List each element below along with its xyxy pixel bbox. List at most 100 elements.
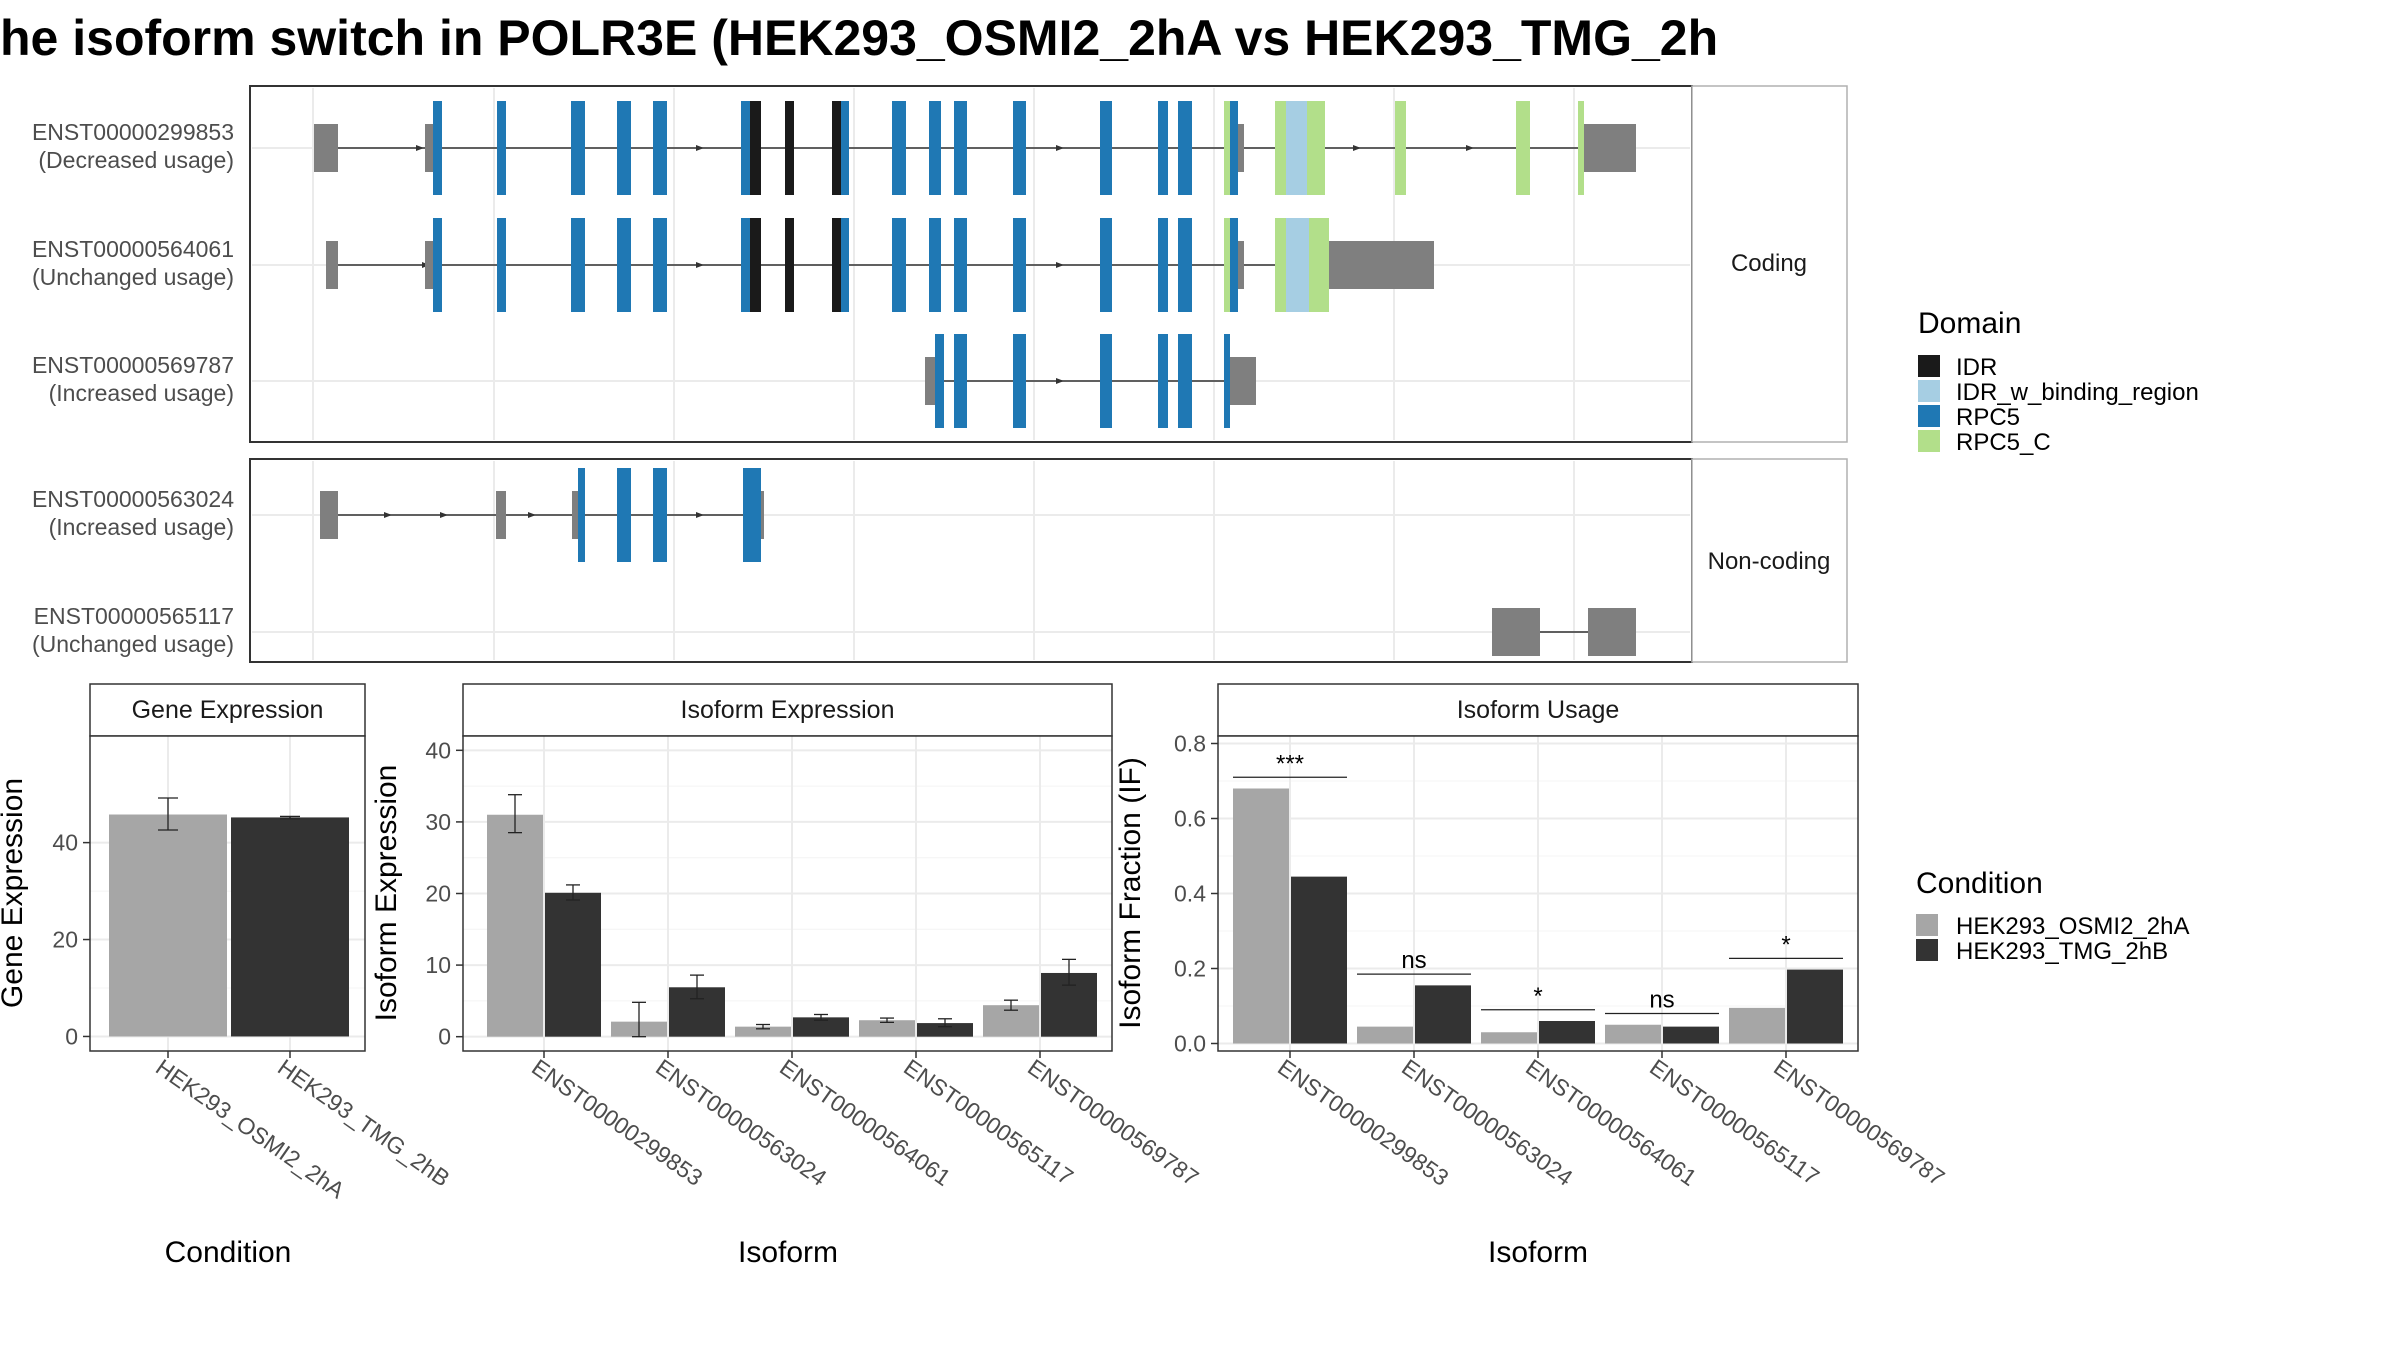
domain-legend-label: IDR xyxy=(1956,354,1997,381)
domain-exon xyxy=(841,218,849,312)
domain-exon xyxy=(1158,101,1168,195)
domain-exon xyxy=(653,101,667,195)
domain-swatch-idr-w-binding-region xyxy=(1918,380,1940,402)
domain-exon xyxy=(743,468,761,562)
condition-legend-label: HEK293_OSMI2_2hA xyxy=(1956,913,2189,940)
domain-exon xyxy=(750,101,761,195)
y-tick-label: 0.6 xyxy=(1174,806,1206,832)
domain-exon xyxy=(571,218,585,312)
domain-exon xyxy=(653,468,667,562)
bar xyxy=(1539,1021,1595,1044)
direction-arrow xyxy=(416,145,424,151)
coding-strip-label: Coding xyxy=(1731,250,1807,277)
domain-exon xyxy=(1578,101,1584,195)
panel-strip-label: Isoform Usage xyxy=(1457,696,1620,724)
y-tick-label: 0.8 xyxy=(1174,731,1206,757)
domain-exon xyxy=(1275,101,1286,195)
transcript-id-label: ENST00000565117 xyxy=(34,603,234,629)
x-axis-title: Condition xyxy=(165,1236,292,1269)
utr-exon xyxy=(1242,357,1256,405)
bar xyxy=(1605,1024,1661,1044)
domain-exon xyxy=(750,218,761,312)
direction-arrow xyxy=(1466,145,1474,151)
x-axis-title: Isoform xyxy=(738,1236,838,1269)
domain-swatch-rpc5-c xyxy=(1918,430,1940,452)
domain-legend: Domain IDR IDR_w_binding_region RPC5 RPC… xyxy=(1918,307,2199,456)
domain-exon xyxy=(954,218,967,312)
transcript-id-label: ENST00000563024 xyxy=(32,486,234,512)
domain-exon xyxy=(1286,101,1307,195)
utr-exon xyxy=(425,241,433,289)
domain-exon xyxy=(892,101,906,195)
transcript-id-label: ENST00000569787 xyxy=(32,352,234,378)
condition-legend: Condition HEK293_OSMI2_2hA HEK293_TMG_2h… xyxy=(1916,867,2189,965)
bar xyxy=(231,817,349,1037)
domain-exon xyxy=(1100,334,1112,428)
y-tick-label: 10 xyxy=(425,952,451,978)
utr-exon xyxy=(320,491,338,539)
bar-chart-2: Isoform Expression010203040ENST000002998… xyxy=(370,683,1204,1269)
panel-strip xyxy=(1217,683,1859,737)
bar xyxy=(109,814,227,1037)
bar xyxy=(793,1017,849,1037)
bar xyxy=(1787,969,1843,1044)
domain-exon xyxy=(497,218,506,312)
significance-label: ns xyxy=(1649,987,1674,1014)
bar-charts: Gene Expression02040HEK293_OSMI2_2hAHEK2… xyxy=(0,683,1950,1269)
bar xyxy=(487,814,543,1037)
domain-exon xyxy=(785,218,794,312)
condition-legend-item: HEK293_TMG_2hB xyxy=(1916,938,2168,965)
direction-arrow xyxy=(440,512,448,518)
direction-arrow xyxy=(1056,378,1064,384)
y-axis-title: Isoform Fraction (IF) xyxy=(1114,757,1147,1029)
domain-exon xyxy=(433,218,442,312)
domain-exon xyxy=(1178,334,1192,428)
domain-exon xyxy=(1178,101,1192,195)
bar xyxy=(917,1023,973,1037)
domain-exon xyxy=(1275,218,1286,312)
domain-exon xyxy=(1100,101,1112,195)
direction-arrow xyxy=(696,145,704,151)
domain-exon xyxy=(892,218,906,312)
domain-exon xyxy=(497,101,506,195)
direction-arrow xyxy=(1056,262,1064,268)
transcript-id-label: ENST00000564061 xyxy=(32,236,234,262)
domain-exon xyxy=(1395,101,1406,195)
domain-exon xyxy=(1013,334,1026,428)
y-tick-label: 0 xyxy=(438,1024,451,1050)
direction-arrow xyxy=(696,512,704,518)
utr-exon xyxy=(1340,241,1434,289)
domain-exon xyxy=(617,468,631,562)
y-tick-label: 0.0 xyxy=(1174,1031,1206,1057)
y-tick-label: 40 xyxy=(425,737,451,763)
domain-exon xyxy=(578,468,585,562)
coding-strip xyxy=(1691,85,1848,443)
direction-arrow xyxy=(1353,145,1361,151)
utr-exon xyxy=(761,491,764,539)
domain-exon xyxy=(1224,101,1230,195)
bar-chart-3: Isoform Usage***ns* ns*0.00.20.40.60.8ENS… xyxy=(1114,683,1950,1269)
domain-exon xyxy=(1230,218,1238,312)
utr-exon xyxy=(1584,124,1590,172)
y-tick-label: 40 xyxy=(52,830,78,856)
y-tick-label: 20 xyxy=(52,927,78,953)
utr-exon xyxy=(572,491,578,539)
domain-legend-item: RPC5 xyxy=(1918,404,2020,431)
domain-legend-label: RPC5 xyxy=(1956,404,2020,431)
bar xyxy=(545,892,601,1037)
domain-exon xyxy=(1224,218,1230,312)
utr-exon xyxy=(1588,608,1636,656)
transcript-structure-panel: ENST00000299853(Decreased usage) ENST0000… xyxy=(32,85,1848,663)
direction-arrow xyxy=(696,262,704,268)
condition-swatch-osmi2 xyxy=(1916,914,1938,936)
domain-exon xyxy=(433,101,442,195)
utr-exon xyxy=(1492,608,1540,656)
direction-arrow xyxy=(384,512,392,518)
direction-arrow xyxy=(1056,145,1064,151)
utr-exon xyxy=(925,357,935,405)
domain-exon xyxy=(929,218,941,312)
bar xyxy=(1357,1026,1413,1044)
domain-exon xyxy=(1286,218,1309,312)
transcript-usage-label: (Unchanged usage) xyxy=(32,264,234,290)
y-tick-label: 30 xyxy=(425,809,451,835)
